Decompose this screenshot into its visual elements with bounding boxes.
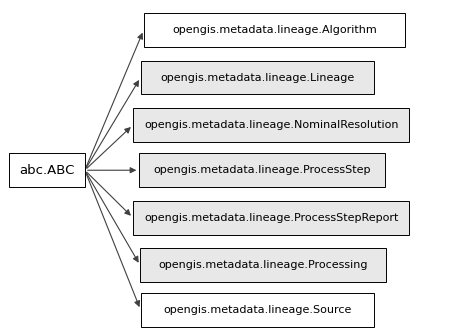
Text: opengis.metadata.lineage.Algorithm: opengis.metadata.lineage.Algorithm <box>172 25 377 35</box>
FancyBboxPatch shape <box>133 201 410 235</box>
Text: opengis.metadata.lineage.Source: opengis.metadata.lineage.Source <box>163 305 352 315</box>
FancyBboxPatch shape <box>141 60 374 94</box>
Text: opengis.metadata.lineage.NominalResolution: opengis.metadata.lineage.NominalResoluti… <box>144 120 399 130</box>
FancyBboxPatch shape <box>140 248 386 282</box>
Text: opengis.metadata.lineage.ProcessStep: opengis.metadata.lineage.ProcessStep <box>153 165 371 175</box>
FancyBboxPatch shape <box>141 293 374 327</box>
FancyBboxPatch shape <box>9 153 85 187</box>
Text: opengis.metadata.lineage.Lineage: opengis.metadata.lineage.Lineage <box>160 72 354 83</box>
Text: abc.ABC: abc.ABC <box>19 164 75 177</box>
FancyBboxPatch shape <box>139 153 385 187</box>
FancyBboxPatch shape <box>144 13 405 47</box>
Text: opengis.metadata.lineage.ProcessStepReport: opengis.metadata.lineage.ProcessStepRepo… <box>144 213 399 223</box>
Text: opengis.metadata.lineage.Processing: opengis.metadata.lineage.Processing <box>158 260 368 270</box>
FancyBboxPatch shape <box>133 108 410 142</box>
